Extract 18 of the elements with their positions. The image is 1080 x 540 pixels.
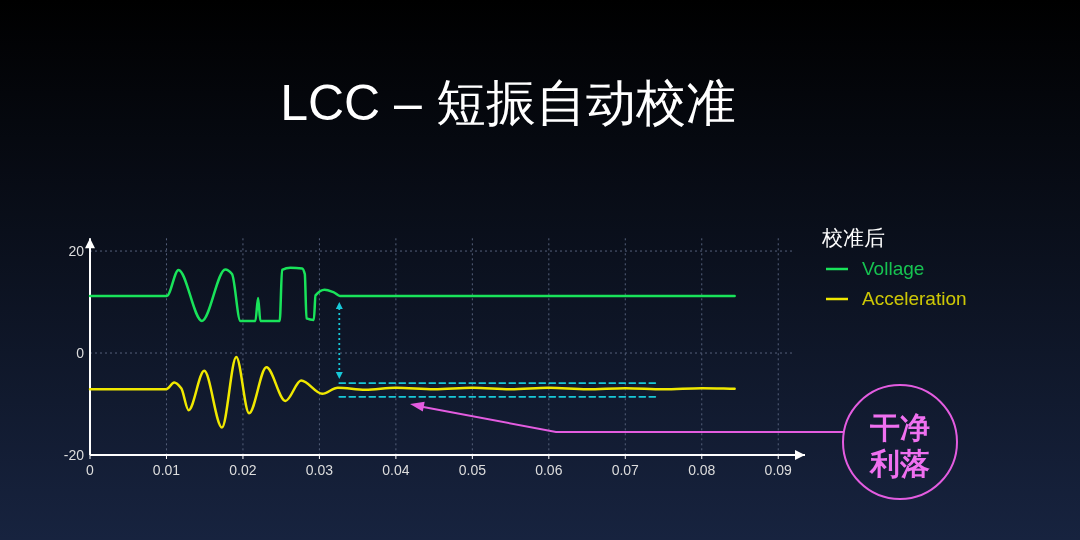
x-tick-label: 0.04 <box>382 462 410 478</box>
text: 干净利落 <box>869 411 930 480</box>
x-tick-label: 0.06 <box>535 462 563 478</box>
x-tick-label: 0.03 <box>305 462 334 478</box>
y-tick-label: 0 <box>76 345 85 362</box>
y-tick-label: 20 <box>68 243 85 260</box>
x-tick-label: 0.09 <box>764 462 793 478</box>
x-tick-label: 0.05 <box>458 462 487 478</box>
x-tick-label: 0.01 <box>152 462 181 478</box>
legend-title: 校准后 <box>821 226 885 249</box>
y-tick-label: -20 <box>63 447 85 463</box>
chart-title: LCC – 短振自动校准 <box>280 75 736 131</box>
x-tick-label: 0.02 <box>229 462 257 478</box>
x-tick-label: 0.07 <box>611 462 640 478</box>
legend-label: Acceleration <box>862 288 967 309</box>
x-tick-label: 0 <box>86 462 95 478</box>
legend-label: Vollage <box>862 258 925 279</box>
x-tick-label: 0.08 <box>688 462 716 478</box>
